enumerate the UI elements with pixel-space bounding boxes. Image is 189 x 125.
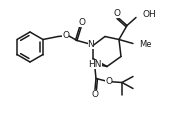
Text: O: O: [78, 18, 85, 27]
Text: HN: HN: [88, 60, 102, 69]
Text: O: O: [63, 31, 70, 40]
Text: Me: Me: [139, 40, 152, 49]
Text: O: O: [113, 9, 121, 18]
Text: O: O: [105, 77, 112, 86]
Text: O: O: [91, 90, 98, 99]
Text: N: N: [88, 40, 94, 49]
Text: OH: OH: [143, 10, 157, 19]
